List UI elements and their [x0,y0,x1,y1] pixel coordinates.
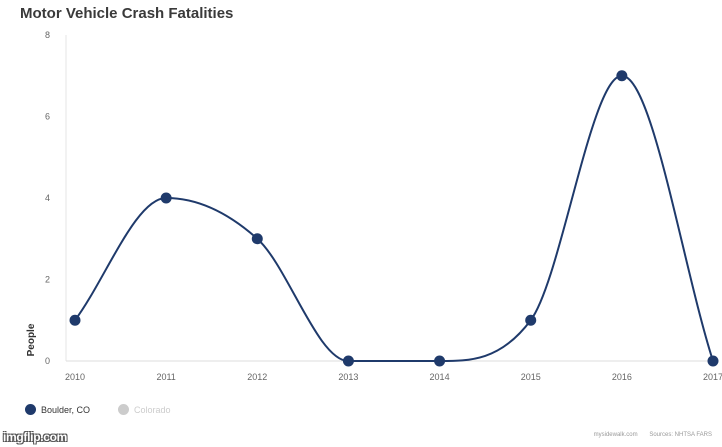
legend-label-colorado: Colorado [134,404,171,415]
data-point[interactable] [251,233,263,245]
x-tick-label: 2011 [156,372,175,382]
y-tick-label: 8 [45,30,50,40]
x-tick-label: 2014 [430,372,450,382]
data-point[interactable] [707,355,719,367]
chart-title: Motor Vehicle Crash Fatalities [20,5,234,22]
legend: Boulder, CO Colorado [25,404,199,415]
legend-label-boulder: Boulder, CO [41,404,91,415]
y-tick-label: 2 [45,275,50,285]
credit-source[interactable]: Sources: NHTSA FARS [649,432,712,438]
x-tick-labels: 2010 2011 2012 2013 2014 2015 2016 2017 [65,372,722,382]
line-chart: 0 2 4 6 8 2010 2011 2012 2013 2014 2015 2016 2017 P… [26,30,722,382]
y-tick-label: 0 [45,356,50,366]
series-layer [69,70,719,367]
x-tick-label: 2015 [521,372,541,382]
series-line [74,74,714,363]
y-tick-labels: 0 2 4 6 8 [45,30,50,366]
x-tick-label: 2010 [65,372,85,382]
x-tick-label: 2016 [612,372,632,382]
data-point[interactable] [525,314,537,326]
x-tick-label: 2012 [247,372,267,382]
legend-item-colorado[interactable]: Colorado [118,404,171,415]
x-tick-label: 2013 [338,372,358,382]
data-point[interactable] [69,314,81,326]
y-tick-label: 6 [45,112,50,122]
legend-swatch-colorado [118,404,130,415]
legend-swatch-boulder [25,404,36,415]
data-point[interactable] [160,192,172,204]
x-tick-label: 2017 [703,372,722,382]
legend-item-boulder[interactable]: Boulder, CO [25,404,90,415]
y-tick-label: 4 [45,193,50,203]
watermark: imgflip.com [3,430,68,444]
credits: mysidewalk.com Sources: NHTSA FARS [584,432,712,438]
credit-site[interactable]: mysidewalk.com [593,432,638,438]
y-axis-label: People [26,323,37,356]
data-point[interactable] [342,355,354,367]
data-point[interactable] [434,355,446,367]
data-point[interactable] [616,70,628,82]
